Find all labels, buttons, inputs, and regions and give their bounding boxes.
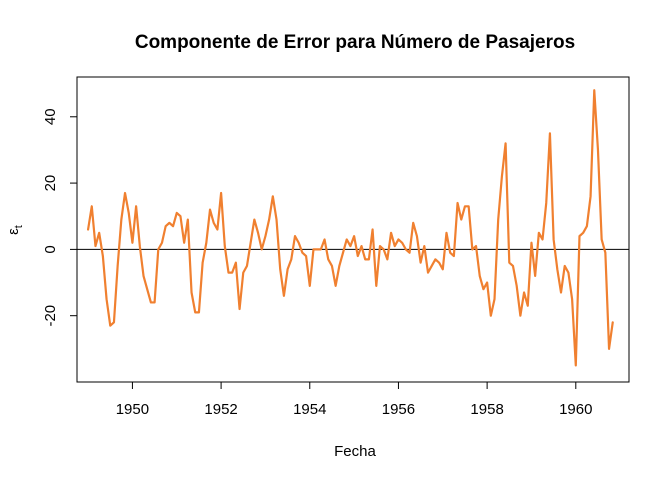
y-axis-label-sub: t bbox=[13, 225, 25, 228]
x-tick-label: 1956 bbox=[382, 401, 415, 418]
series-line-error bbox=[86, 89, 614, 367]
x-tick-label: 1950 bbox=[116, 401, 149, 418]
x-axis-label: Fecha bbox=[334, 443, 376, 460]
y-tick-label: 0 bbox=[42, 245, 59, 253]
y-tick-label: -20 bbox=[42, 305, 59, 327]
x-tick-label: 1960 bbox=[559, 401, 592, 418]
y-axis-label: εt bbox=[5, 225, 25, 235]
plot-frame bbox=[76, 76, 630, 383]
x-tick-label: 1954 bbox=[293, 401, 326, 418]
y-tick-label: 40 bbox=[42, 108, 59, 125]
x-tick-label: 1952 bbox=[204, 401, 237, 418]
y-tick-label: 20 bbox=[42, 175, 59, 192]
y-axis: -20 0 20 40 bbox=[42, 108, 77, 327]
x-tick-label: 1958 bbox=[470, 401, 503, 418]
chart-title: Componente de Error para Número de Pasaj… bbox=[135, 32, 575, 53]
y-axis-label-main: ε bbox=[5, 228, 22, 235]
x-axis: 1950 1952 1954 1956 1958 1960 bbox=[116, 382, 592, 418]
